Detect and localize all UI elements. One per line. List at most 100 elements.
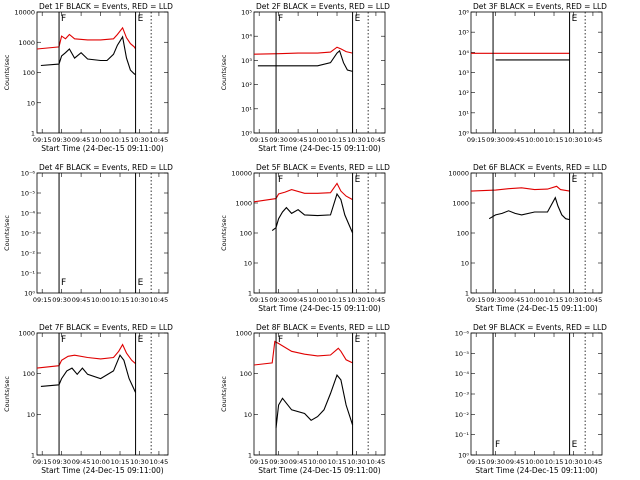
x-tick-label: 10:00 bbox=[525, 136, 544, 144]
y-tick-label: 10 bbox=[27, 411, 35, 419]
y-axis-label: Counts/sec bbox=[220, 54, 228, 90]
series-line-lld bbox=[470, 185, 570, 192]
x-tick-label: 10:15 bbox=[545, 296, 564, 304]
panel-title: Det 5F BLACK = Events, RED = LLD bbox=[256, 163, 390, 172]
y-tick-label: 10⁻³ bbox=[21, 230, 36, 238]
x-tick-label: 09:45 bbox=[289, 296, 308, 304]
x-tick-label: 10:45 bbox=[150, 296, 169, 304]
time-marker-label: F bbox=[495, 440, 500, 450]
x-tick-label: 09:30 bbox=[269, 296, 288, 304]
plot-frame bbox=[470, 11, 603, 134]
time-marker-label: F bbox=[278, 175, 283, 185]
series-line-lld bbox=[253, 182, 353, 203]
time-marker-label: E bbox=[138, 335, 144, 345]
y-tick-label: 1 bbox=[248, 290, 252, 298]
series-line-events bbox=[40, 354, 137, 393]
y-tick-label: 10³ bbox=[241, 57, 252, 65]
x-tick-label: 10:00 bbox=[308, 296, 327, 304]
time-marker-label: E bbox=[572, 14, 578, 24]
plot-frame bbox=[470, 332, 603, 456]
x-tick-label: 09:45 bbox=[72, 458, 91, 466]
y-axis-label: Counts/sec bbox=[3, 215, 11, 251]
plot-frame bbox=[36, 172, 169, 294]
x-tick-label: 09:45 bbox=[72, 136, 91, 144]
panel-title: Det 3F BLACK = Events, RED = LLD bbox=[473, 2, 607, 11]
y-tick-label: 10⁻⁵ bbox=[455, 350, 470, 358]
series-line-events bbox=[488, 196, 570, 221]
y-axis-label: Counts/sec bbox=[220, 215, 228, 251]
x-tick-label: 10:30 bbox=[130, 458, 149, 466]
x-tick-label: 10:15 bbox=[111, 296, 130, 304]
y-tick-label: 10000 bbox=[231, 170, 252, 178]
y-tick-label: 10⁻³ bbox=[455, 391, 470, 399]
y-tick-label: 10⁻⁴ bbox=[21, 210, 36, 218]
x-axis-label: Start Time (24-Dec-15 09:11:00) bbox=[475, 466, 597, 475]
x-tick-label: 10:00 bbox=[308, 458, 327, 466]
x-tick-label: 10:00 bbox=[91, 458, 110, 466]
y-tick-label: 1000 bbox=[235, 330, 252, 338]
x-tick-label: 09:30 bbox=[486, 136, 505, 144]
x-tick-label: 10:00 bbox=[91, 296, 110, 304]
plot-frame bbox=[253, 332, 386, 456]
y-tick-label: 10000 bbox=[14, 9, 35, 17]
y-tick-label: 10¹ bbox=[458, 109, 469, 117]
x-tick-label: 10:00 bbox=[308, 136, 327, 144]
x-tick-label: 09:15 bbox=[467, 136, 486, 144]
time-marker-label: E bbox=[355, 175, 361, 185]
x-tick-label: 10:45 bbox=[584, 136, 603, 144]
series-line-lld bbox=[253, 340, 353, 366]
y-axis-label: Counts/sec bbox=[3, 54, 11, 90]
y-tick-label: 1 bbox=[465, 290, 469, 298]
x-tick-label: 10:15 bbox=[545, 136, 564, 144]
x-tick-label: 09:15 bbox=[467, 458, 486, 466]
y-tick-label: 100 bbox=[457, 230, 469, 238]
y-tick-label: 10 bbox=[244, 260, 252, 268]
x-tick-label: 10:15 bbox=[328, 296, 347, 304]
x-axis-label: Start Time (24-Dec-15 09:11:00) bbox=[41, 144, 163, 153]
y-tick-label: 10⁻² bbox=[21, 250, 36, 258]
y-tick-label: 10⁻⁵ bbox=[21, 190, 36, 198]
y-tick-label: 1 bbox=[31, 452, 35, 460]
x-tick-label: 09:30 bbox=[486, 458, 505, 466]
x-tick-label: 09:45 bbox=[289, 458, 308, 466]
x-tick-label: 10:00 bbox=[91, 136, 110, 144]
series-line-events bbox=[275, 373, 354, 429]
series-line-lld bbox=[253, 46, 353, 55]
plot-frame bbox=[253, 172, 386, 294]
y-tick-label: 1 bbox=[248, 452, 252, 460]
time-marker-label: E bbox=[138, 278, 144, 288]
time-marker-label: F bbox=[61, 335, 66, 345]
x-tick-label: 10:30 bbox=[564, 296, 583, 304]
y-tick-label: 10 bbox=[244, 411, 252, 419]
plot-frame bbox=[36, 11, 169, 134]
x-tick-label: 10:30 bbox=[564, 136, 583, 144]
y-tick-label: 1000 bbox=[452, 200, 469, 208]
y-tick-label: 10 bbox=[27, 99, 35, 107]
x-tick-label: 10:15 bbox=[111, 458, 130, 466]
x-tick-label: 10:45 bbox=[367, 458, 386, 466]
y-tick-label: 100 bbox=[23, 69, 35, 77]
x-tick-label: 10:00 bbox=[525, 296, 544, 304]
y-tick-label: 10¹ bbox=[241, 105, 252, 113]
x-tick-label: 10:45 bbox=[150, 458, 169, 466]
panel-title: Det 8F BLACK = Events, RED = LLD bbox=[256, 323, 390, 332]
y-tick-label: 1000 bbox=[18, 39, 35, 47]
series-line-events bbox=[40, 35, 136, 76]
x-tick-label: 09:45 bbox=[506, 136, 525, 144]
y-tick-label: 10² bbox=[241, 81, 252, 89]
plot-frame bbox=[470, 172, 603, 294]
time-marker-label: E bbox=[572, 175, 578, 185]
x-tick-label: 09:30 bbox=[269, 136, 288, 144]
x-tick-label: 09:45 bbox=[506, 296, 525, 304]
panel-title: Det 1F BLACK = Events, RED = LLD bbox=[39, 2, 173, 11]
y-tick-label: 10⁻⁶ bbox=[21, 170, 36, 178]
y-tick-label: 10⁴ bbox=[241, 33, 252, 41]
